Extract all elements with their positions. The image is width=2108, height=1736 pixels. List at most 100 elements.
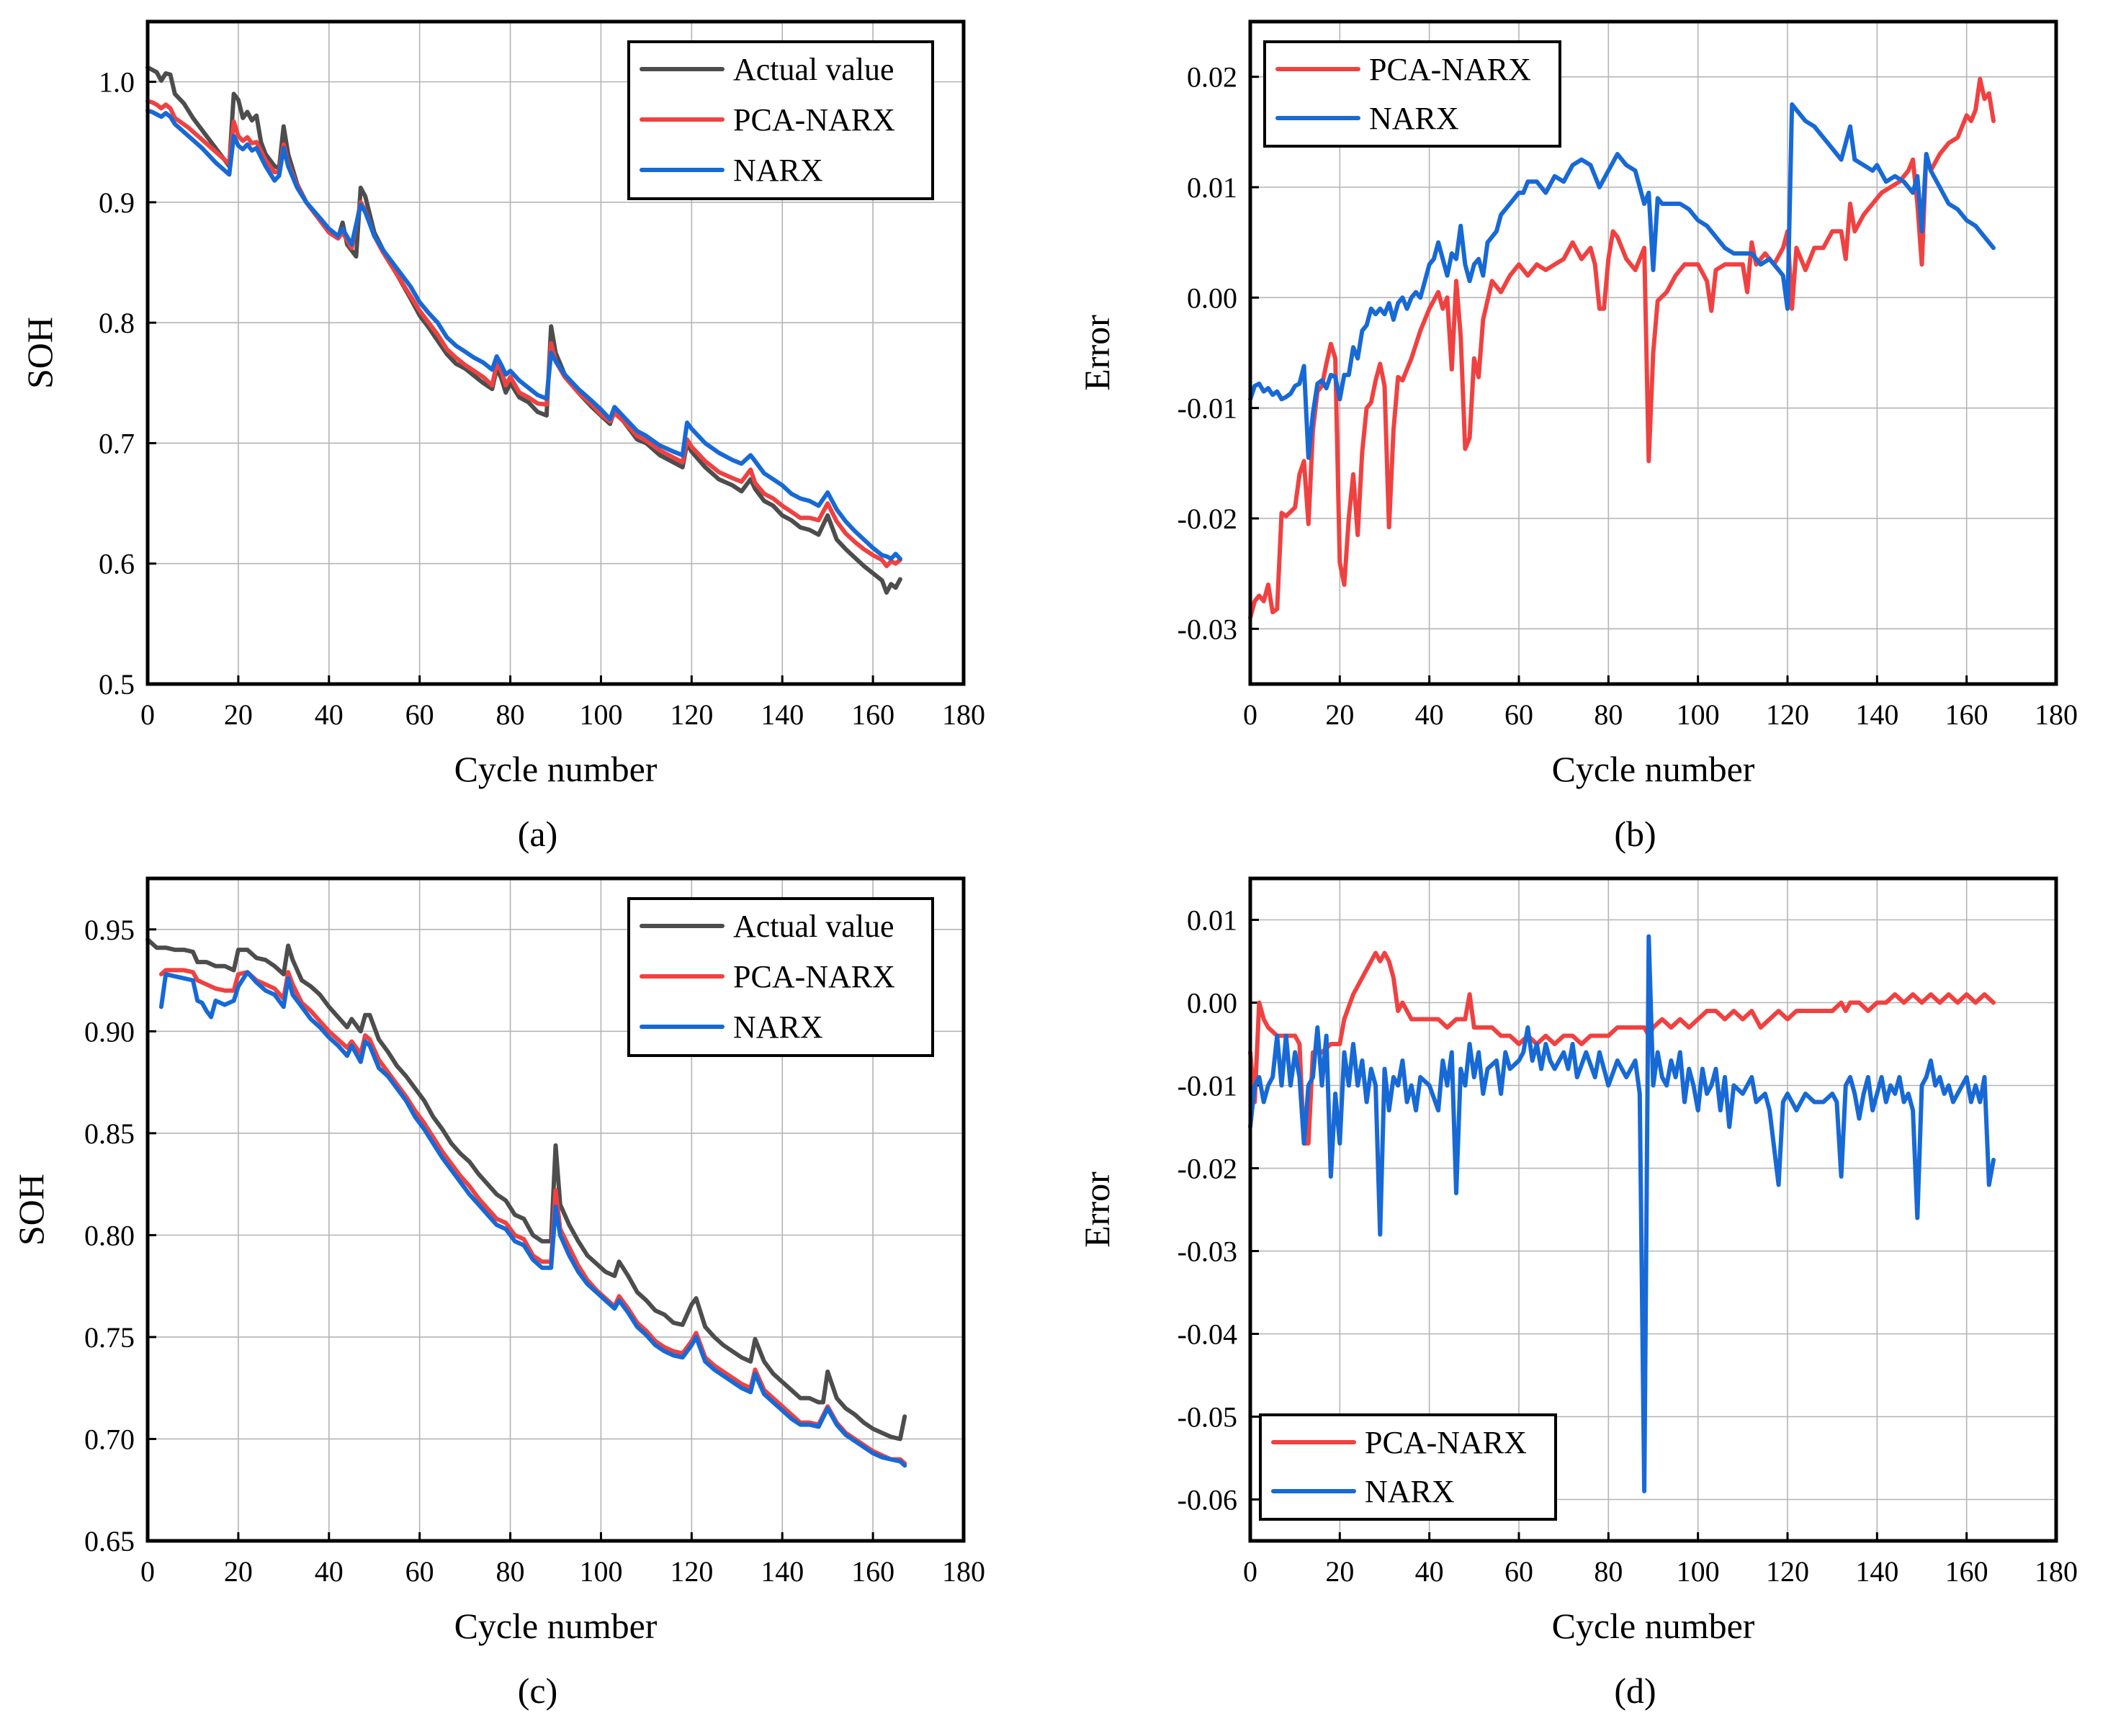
y-tick-label: -0.01 [1178,1070,1237,1102]
x-tick-label: 180 [2035,698,2078,731]
y-tick-label: 0.8 [99,307,135,339]
x-tick-label: 100 [1677,698,1720,731]
x-tick-label: 180 [2035,1555,2078,1588]
chart-panel-c: 0 20 40 60 80 100 120 140 160 180 0.65 0.70 0.75 0.80… [11,876,985,1711]
x-tick-label: 140 [1855,1555,1898,1588]
legend: Actual value PCA-NARX NARX [627,897,934,1057]
legend-label: PCA-NARX [733,102,895,138]
x-tick-label: 80 [496,698,525,731]
x-tick-label: 120 [1766,1555,1809,1588]
x-tick-label: 160 [1945,1555,1988,1588]
series-line-pca-narx [158,968,907,1466]
y-tick-label: 1.0 [99,66,135,99]
legend: PCA-NARX NARX [1263,40,1561,148]
x-tick-label: 0 [140,698,155,731]
y-tick-label: 0.65 [84,1525,135,1557]
x-axis-title: Cycle number [1552,1606,1755,1646]
x-tick-label: 100 [579,1555,622,1588]
panel-caption: (a) [518,814,558,854]
x-tick-label: 120 [1766,698,1809,731]
x-axis-title: Cycle number [454,749,658,789]
x-tick-label: 100 [579,698,622,731]
x-tick-label: 80 [1594,698,1623,731]
x-tick-label: 180 [942,1555,985,1588]
legend-label: Actual value [733,909,894,944]
y-tick-label: -0.06 [1178,1484,1237,1516]
y-axis-title: SOH [11,1174,51,1246]
x-tick-label: 60 [405,1555,434,1588]
x-tick-label: 120 [670,698,713,731]
y-tick-label: 0.80 [84,1219,135,1251]
y-tick-label: 0.85 [84,1117,135,1150]
y-tick-label: -0.02 [1178,1153,1237,1185]
x-tick-label: 140 [1855,698,1898,731]
y-tick-label: 0.01 [1187,171,1237,204]
y-tick-label: 0.02 [1187,61,1237,94]
chart-panel-d: 0 20 40 60 80 100 120 140 160 180 -0.06 -0.05 -0.04 -… [1077,876,2078,1711]
panel-caption: (d) [1614,1670,1656,1711]
legend-label: PCA-NARX [1365,1425,1527,1460]
x-tick-label: 140 [761,698,804,731]
x-tick-label: 0 [140,1555,155,1588]
x-tick-label: 40 [315,698,344,731]
series-line-narx [145,108,902,561]
y-axis-title: Error [1077,1171,1117,1248]
series-line-pca-narx [1248,950,1996,1146]
series-line-narx [1248,102,1996,460]
plot-frame [1248,876,2058,1543]
series-line-actual-value [145,65,902,595]
x-tick-label: 160 [1945,698,1988,731]
x-tick-label: 20 [1325,1555,1354,1588]
y-tick-label: 0.7 [99,427,135,459]
y-tick-label: -0.01 [1178,392,1237,425]
x-tick-label: 40 [1415,698,1444,731]
legend-box [1263,40,1561,148]
x-tick-label: 80 [496,1555,525,1588]
chart-panel-b: 0 20 40 60 80 100 120 140 160 180 -0.03 -0.02 -0.01 0… [1077,19,2078,854]
y-tick-label: -0.05 [1178,1401,1237,1434]
series-line-narx [1248,934,1996,1493]
y-tick-label: -0.03 [1178,613,1237,645]
panel-caption: (c) [518,1670,558,1711]
y-tick-label: 0.01 [1187,904,1237,937]
series-line-pca-narx [145,99,902,569]
series-line-pca-narx [1248,76,1996,620]
x-tick-label: 20 [224,698,253,731]
y-tick-label: 0.9 [99,186,135,219]
legend-label: Actual value [733,52,894,87]
y-tick-label: 0.6 [99,548,135,580]
x-tick-label: 180 [942,698,985,731]
y-tick-label: 0.70 [84,1423,135,1455]
legend-label: NARX [733,1009,823,1045]
y-tick-label: 0.5 [99,668,135,701]
x-axis-title: Cycle number [454,1606,658,1646]
plot-frame [145,19,966,686]
x-tick-label: 120 [670,1555,713,1588]
y-tick-label: -0.04 [1178,1318,1237,1351]
chart-panel-a: 0 20 40 60 80 100 120 140 160 180 0.5 0.6 0.7 0.8 0.9 1… [19,19,985,854]
x-tick-label: 40 [1415,1555,1444,1588]
x-tick-label: 80 [1594,1555,1623,1588]
plot-frame [1248,19,2058,686]
x-tick-label: 160 [851,698,894,731]
legend-box [1259,1413,1557,1521]
x-tick-label: 60 [1504,1555,1533,1588]
legend-label: NARX [1369,101,1459,136]
series-line-narx [158,970,907,1468]
x-tick-label: 0 [1243,1555,1257,1588]
x-tick-label: 20 [1325,698,1354,731]
panel-caption: (b) [1614,814,1656,854]
y-tick-label: 0.75 [84,1321,135,1354]
y-tick-label: 0.00 [1187,987,1237,1020]
y-tick-label: 0.00 [1187,282,1237,314]
plot-frame [145,876,966,1543]
y-tick-label: 0.95 [84,914,135,946]
x-tick-label: 40 [315,1555,344,1588]
x-tick-label: 100 [1677,1555,1720,1588]
x-axis-title: Cycle number [1552,749,1755,789]
legend-label: PCA-NARX [1369,52,1531,87]
x-tick-label: 140 [761,1555,804,1588]
x-tick-label: 0 [1243,698,1257,731]
